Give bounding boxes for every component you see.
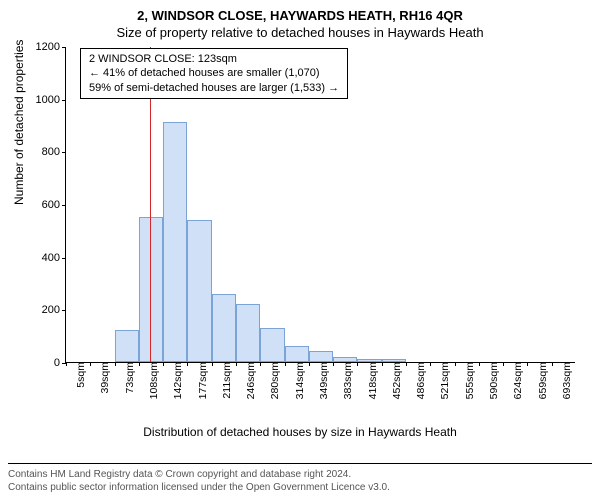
histogram-bar: [309, 351, 333, 362]
chart-title-main: 2, WINDSOR CLOSE, HAYWARDS HEATH, RH16 4…: [0, 0, 600, 23]
xtick-label: 452sqm: [385, 362, 403, 399]
xtick-label: 659sqm: [531, 362, 549, 399]
ytick-mark: [62, 205, 66, 206]
xtick-mark: [503, 362, 504, 366]
xtick-label: 590sqm: [482, 362, 500, 399]
footer-line2: Contains public sector information licen…: [8, 481, 592, 494]
xtick-mark: [382, 362, 383, 366]
xtick-mark: [236, 362, 237, 366]
histogram-bar: [333, 357, 357, 362]
histogram-bar: [163, 122, 187, 362]
xtick-label: 246sqm: [239, 362, 257, 399]
xtick-label: 5sqm: [69, 362, 87, 388]
xtick-label: 73sqm: [118, 362, 136, 394]
xtick-mark: [479, 362, 480, 366]
xtick-label: 39sqm: [93, 362, 111, 394]
histogram-bar: [357, 359, 381, 362]
xtick-mark: [163, 362, 164, 366]
xtick-mark: [357, 362, 358, 366]
histogram-bar: [260, 328, 284, 362]
histogram-bar: [285, 346, 309, 362]
chart-container: 2, WINDSOR CLOSE, HAYWARDS HEATH, RH16 4…: [0, 0, 600, 500]
xtick-mark: [552, 362, 553, 366]
annotation-line2: ← 41% of detached houses are smaller (1,…: [89, 66, 339, 80]
annotation-line1: 2 WINDSOR CLOSE: 123sqm: [89, 52, 339, 66]
xtick-label: 142sqm: [166, 362, 184, 399]
histogram-bar: [115, 330, 139, 362]
xtick-mark: [187, 362, 188, 366]
xtick-label: 314sqm: [288, 362, 306, 399]
histogram-bar: [139, 217, 163, 362]
x-axis-label: Distribution of detached houses by size …: [0, 425, 600, 439]
histogram-bar: [382, 359, 406, 362]
xtick-label: 555sqm: [458, 362, 476, 399]
histogram-bar: [212, 294, 236, 362]
xtick-mark: [527, 362, 528, 366]
ytick-mark: [62, 310, 66, 311]
xtick-label: 521sqm: [433, 362, 451, 399]
xtick-label: 418sqm: [361, 362, 379, 399]
xtick-label: 177sqm: [191, 362, 209, 399]
xtick-label: 349sqm: [312, 362, 330, 399]
footer-line1: Contains HM Land Registry data © Crown c…: [8, 468, 592, 481]
xtick-mark: [455, 362, 456, 366]
annotation-box: 2 WINDSOR CLOSE: 123sqm ← 41% of detache…: [80, 48, 348, 99]
footer: Contains HM Land Registry data © Crown c…: [8, 463, 592, 494]
xtick-mark: [66, 362, 67, 366]
xtick-mark: [115, 362, 116, 366]
xtick-label: 211sqm: [215, 362, 233, 399]
xtick-mark: [406, 362, 407, 366]
xtick-label: 486sqm: [409, 362, 427, 399]
ytick-mark: [62, 100, 66, 101]
xtick-mark: [430, 362, 431, 366]
xtick-mark: [333, 362, 334, 366]
xtick-label: 693sqm: [555, 362, 573, 399]
xtick-label: 108sqm: [142, 362, 160, 399]
ytick-mark: [62, 47, 66, 48]
annotation-line3: 59% of semi-detached houses are larger (…: [89, 81, 339, 95]
xtick-label: 624sqm: [506, 362, 524, 399]
xtick-mark: [309, 362, 310, 366]
ytick-mark: [62, 152, 66, 153]
xtick-mark: [90, 362, 91, 366]
histogram-bar: [187, 220, 211, 362]
chart-title-sub: Size of property relative to detached ho…: [0, 23, 600, 40]
ytick-mark: [62, 258, 66, 259]
xtick-label: 383sqm: [336, 362, 354, 399]
histogram-bar: [236, 304, 260, 362]
xtick-mark: [139, 362, 140, 366]
xtick-label: 280sqm: [263, 362, 281, 399]
xtick-mark: [260, 362, 261, 366]
xtick-mark: [212, 362, 213, 366]
xtick-mark: [285, 362, 286, 366]
y-axis-label: Number of detached properties: [12, 40, 26, 205]
